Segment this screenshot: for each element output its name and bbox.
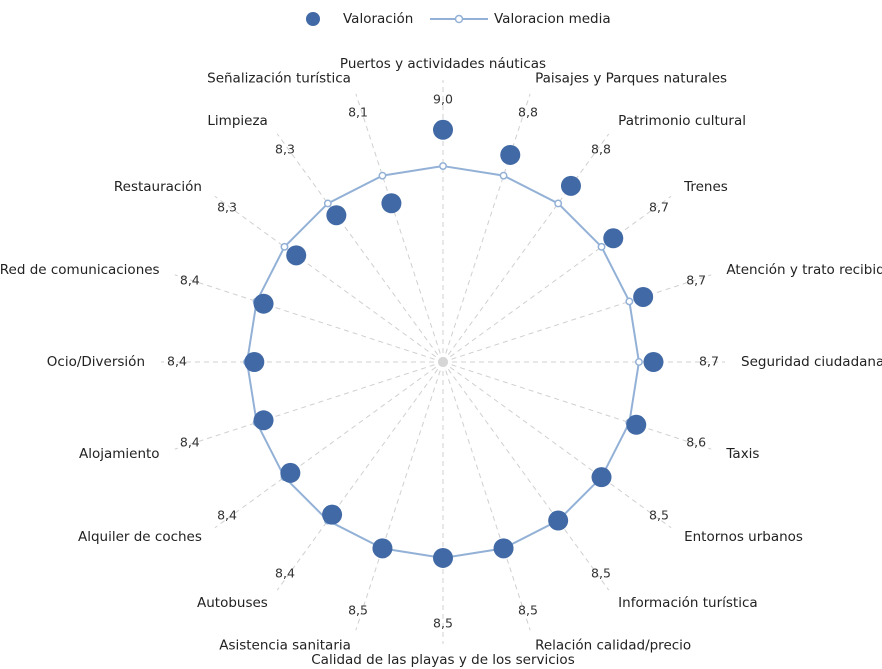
legend-line-marker bbox=[454, 14, 464, 24]
value-label: 8,4 bbox=[275, 565, 295, 580]
value-dot bbox=[253, 293, 274, 314]
value-label: 8,7 bbox=[699, 354, 719, 369]
spoke bbox=[442, 195, 672, 363]
value-dot bbox=[548, 510, 569, 531]
value-dot bbox=[500, 144, 521, 165]
mean-point bbox=[499, 171, 508, 180]
value-dot bbox=[591, 467, 612, 488]
value-label: 8,8 bbox=[518, 104, 538, 119]
mean-point bbox=[439, 162, 447, 171]
value-label: 8,7 bbox=[649, 200, 669, 215]
mean-point bbox=[378, 171, 387, 180]
category-label: Trenes bbox=[683, 179, 728, 195]
category-label: Paisajes y Parques naturales bbox=[535, 71, 727, 87]
value-dot bbox=[633, 286, 654, 307]
category-label: Alquiler de coches bbox=[78, 529, 202, 545]
category-label: Atención y trato recibido bbox=[726, 262, 882, 278]
category-label: Calidad de las playas y de los servicios bbox=[311, 652, 574, 668]
category-label: Relación calidad/precio bbox=[535, 637, 691, 653]
category-label: Taxis bbox=[725, 446, 759, 462]
category-label: Información turística bbox=[618, 595, 758, 611]
spoke bbox=[214, 195, 444, 363]
mean-point bbox=[625, 297, 634, 306]
value-label: 8,3 bbox=[217, 200, 237, 215]
value-label: 8,5 bbox=[591, 565, 611, 580]
mean-point bbox=[634, 358, 643, 366]
value-label: 8,6 bbox=[686, 434, 706, 449]
spoke bbox=[442, 361, 531, 631]
value-label: 9,0 bbox=[433, 92, 453, 107]
value-label: 8,1 bbox=[348, 104, 368, 119]
value-dot bbox=[286, 245, 307, 266]
spoke bbox=[214, 361, 444, 529]
value-label: 8,8 bbox=[591, 142, 611, 157]
spoke bbox=[174, 274, 444, 363]
value-label: 8,5 bbox=[649, 507, 669, 522]
value-label: 8,4 bbox=[217, 507, 237, 522]
category-label: Señalización turística bbox=[207, 71, 351, 87]
mean-point bbox=[323, 199, 332, 208]
spoke bbox=[442, 93, 531, 363]
value-dot bbox=[381, 193, 402, 214]
category-label: Ocio/Diversión bbox=[47, 354, 145, 370]
center bbox=[438, 357, 448, 367]
spoke bbox=[276, 133, 444, 363]
mean-point bbox=[597, 242, 606, 251]
value-dot bbox=[493, 538, 514, 559]
value-label: 8,4 bbox=[180, 434, 200, 449]
mean-point bbox=[280, 242, 289, 251]
category-label: Entornos urbanos bbox=[684, 529, 803, 545]
value-dot bbox=[280, 462, 301, 483]
value-dot bbox=[372, 538, 393, 559]
value-dot bbox=[244, 352, 265, 372]
value-dot bbox=[643, 352, 664, 372]
category-label: Alojamiento bbox=[79, 446, 160, 462]
spoke bbox=[442, 361, 712, 450]
spoke bbox=[174, 361, 444, 450]
spoke bbox=[355, 361, 444, 631]
value-dot bbox=[433, 119, 453, 140]
value-dot bbox=[326, 205, 347, 226]
legend-label: Valoración bbox=[343, 11, 413, 27]
value-label: 8,4 bbox=[180, 273, 200, 288]
spoke bbox=[442, 361, 672, 529]
spoke bbox=[276, 361, 444, 591]
legend-dot-marker bbox=[306, 12, 320, 26]
category-label: Patrimonio cultural bbox=[618, 113, 746, 129]
spoke bbox=[442, 133, 610, 363]
spoke bbox=[355, 93, 444, 363]
category-label: Red de comunicaciones bbox=[0, 262, 160, 278]
category-label: Autobuses bbox=[197, 595, 268, 611]
legend-label: Valoracion media bbox=[494, 11, 611, 27]
category-label: Restauración bbox=[114, 179, 202, 195]
value-label: 8,5 bbox=[348, 603, 368, 618]
category-label: Asistencia sanitaria bbox=[219, 637, 351, 653]
value-dot bbox=[560, 175, 581, 196]
value-dot bbox=[433, 547, 453, 568]
spoke bbox=[442, 274, 712, 363]
value-dot bbox=[322, 504, 343, 525]
value-label: 8,5 bbox=[433, 616, 453, 631]
mean-point bbox=[554, 199, 563, 208]
value-dot bbox=[626, 414, 647, 435]
value-label: 8,5 bbox=[518, 603, 538, 618]
category-label: Seguridad ciudadana bbox=[741, 354, 882, 370]
category-label: Limpieza bbox=[207, 113, 267, 129]
value-label: 8,7 bbox=[686, 273, 706, 288]
value-dot bbox=[253, 410, 274, 431]
value-dot bbox=[603, 228, 624, 249]
value-label: 8,4 bbox=[167, 354, 187, 369]
value-label: 8,3 bbox=[275, 142, 295, 157]
spoke bbox=[442, 361, 610, 591]
category-label: Puertos y actividades náuticas bbox=[340, 56, 546, 72]
